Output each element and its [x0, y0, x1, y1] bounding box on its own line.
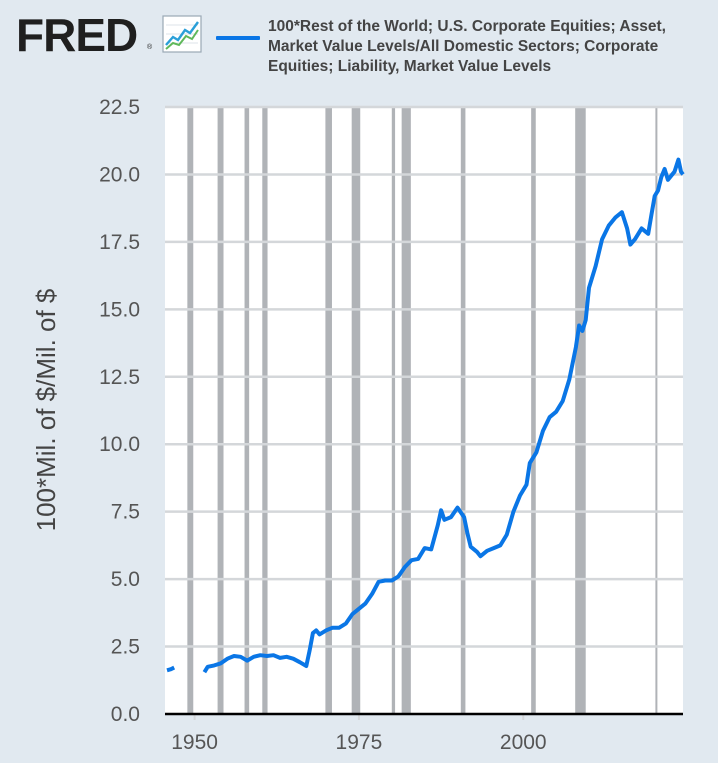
plot-area	[165, 107, 683, 714]
recession-band	[244, 107, 250, 714]
fred-logo[interactable]: FRED	[16, 9, 138, 61]
y-tick-label: 22.5	[99, 96, 140, 119]
recession-band	[187, 107, 194, 714]
legend-line-1: 100*Rest of the World; U.S. Corporate Eq…	[268, 18, 666, 35]
series-line	[166, 665, 176, 673]
chart-header: FRED ® 100*Rest of the World; U.S. Corpo…	[0, 0, 718, 90]
y-tick-label: 10.0	[99, 433, 140, 456]
y-tick-label: 0.0	[111, 703, 140, 726]
legend-label: 100*Rest of the World; U.S. Corporate Eq…	[268, 17, 708, 77]
y-tick-label: 2.5	[111, 636, 140, 659]
recession-band	[217, 107, 224, 714]
series-line	[202, 157, 685, 674]
y-tick-label: 15.0	[99, 298, 140, 321]
recession-band	[655, 107, 658, 714]
line-chart-icon	[162, 15, 202, 53]
recession-band	[575, 107, 586, 714]
y-axis-title: 100*Mil. of $/Mil. of $	[31, 288, 61, 531]
y-tick-label: 5.0	[111, 568, 140, 591]
registered-mark: ®	[147, 44, 153, 51]
recession-band	[391, 107, 396, 714]
y-tick-label: 20.0	[99, 163, 140, 186]
y-tick-label: 12.5	[99, 366, 140, 389]
recession-band	[460, 107, 466, 714]
recession-band	[325, 107, 332, 714]
x-tick-label: 2000	[500, 731, 547, 754]
legend-swatch	[216, 36, 260, 40]
recession-band	[262, 107, 268, 714]
legend-line-3: Equities; Liability, Market Value Levels	[268, 58, 552, 75]
y-tick-label: 17.5	[99, 231, 140, 254]
recession-band	[401, 107, 411, 714]
recession-band	[351, 107, 361, 714]
recession-band	[531, 107, 536, 714]
legend-line-2: Market Value Levels/All Domestic Sectors…	[268, 38, 659, 55]
x-tick-label: 1975	[336, 731, 383, 754]
y-tick-label: 7.5	[111, 501, 140, 524]
x-tick-label: 1950	[171, 731, 218, 754]
